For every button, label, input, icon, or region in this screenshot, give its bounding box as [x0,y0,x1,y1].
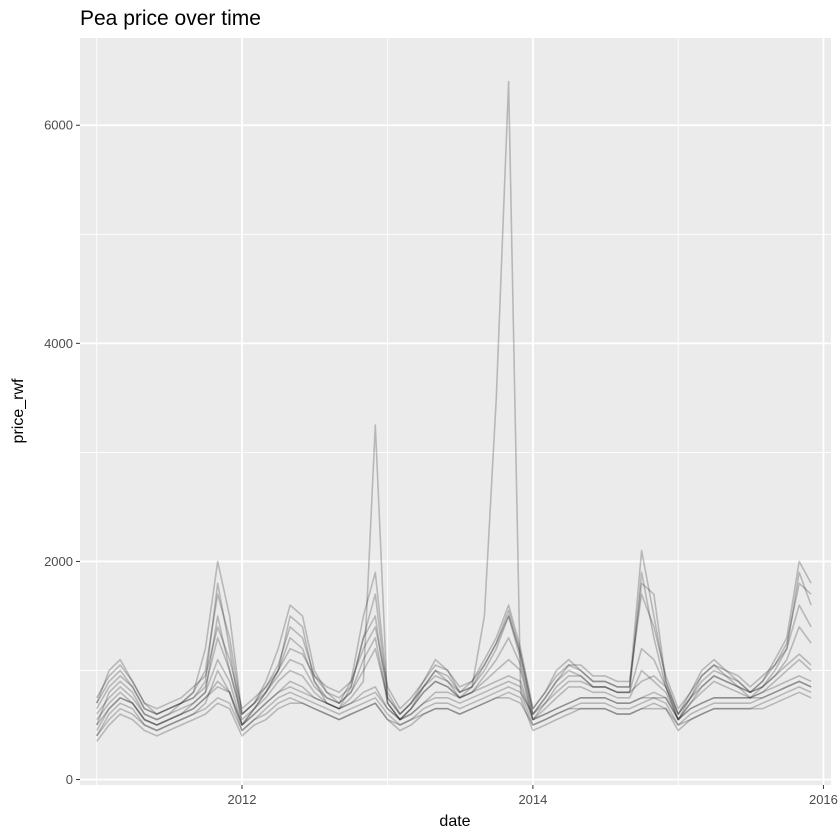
series-line-11 [96,582,812,715]
y-tick-label: 0 [66,772,73,787]
series-line-1 [95,549,812,715]
plot-panel [80,38,831,785]
series-line-8 [96,626,812,726]
series-line-6 [96,80,812,715]
x-axis: 2012 2014 2016 [228,785,838,807]
series-line-5 [96,424,812,721]
series-line-9 [96,593,812,710]
y-tick-label: 6000 [44,118,73,133]
series-line-12 [96,680,812,726]
major-gridlines [80,38,831,785]
y-tick-label: 2000 [44,554,73,569]
chart-title: Pea price over time [80,7,261,30]
x-axis-title: date [439,813,470,830]
x-tick-label: 2014 [518,792,547,807]
y-axis: 0 2000 4000 6000 [44,118,80,787]
series-lines [95,80,812,742]
series-line-7 [96,675,812,731]
series-line-2 [95,571,812,726]
series-line-3 [96,669,812,737]
series-line-10 [96,691,812,737]
minor-gridlines [80,38,831,785]
x-tick-label: 2012 [228,792,257,807]
series-line-4 [96,686,812,742]
x-tick-label: 2016 [809,792,838,807]
y-axis-title: price_rwf [10,378,27,443]
y-tick-label: 4000 [44,336,73,351]
